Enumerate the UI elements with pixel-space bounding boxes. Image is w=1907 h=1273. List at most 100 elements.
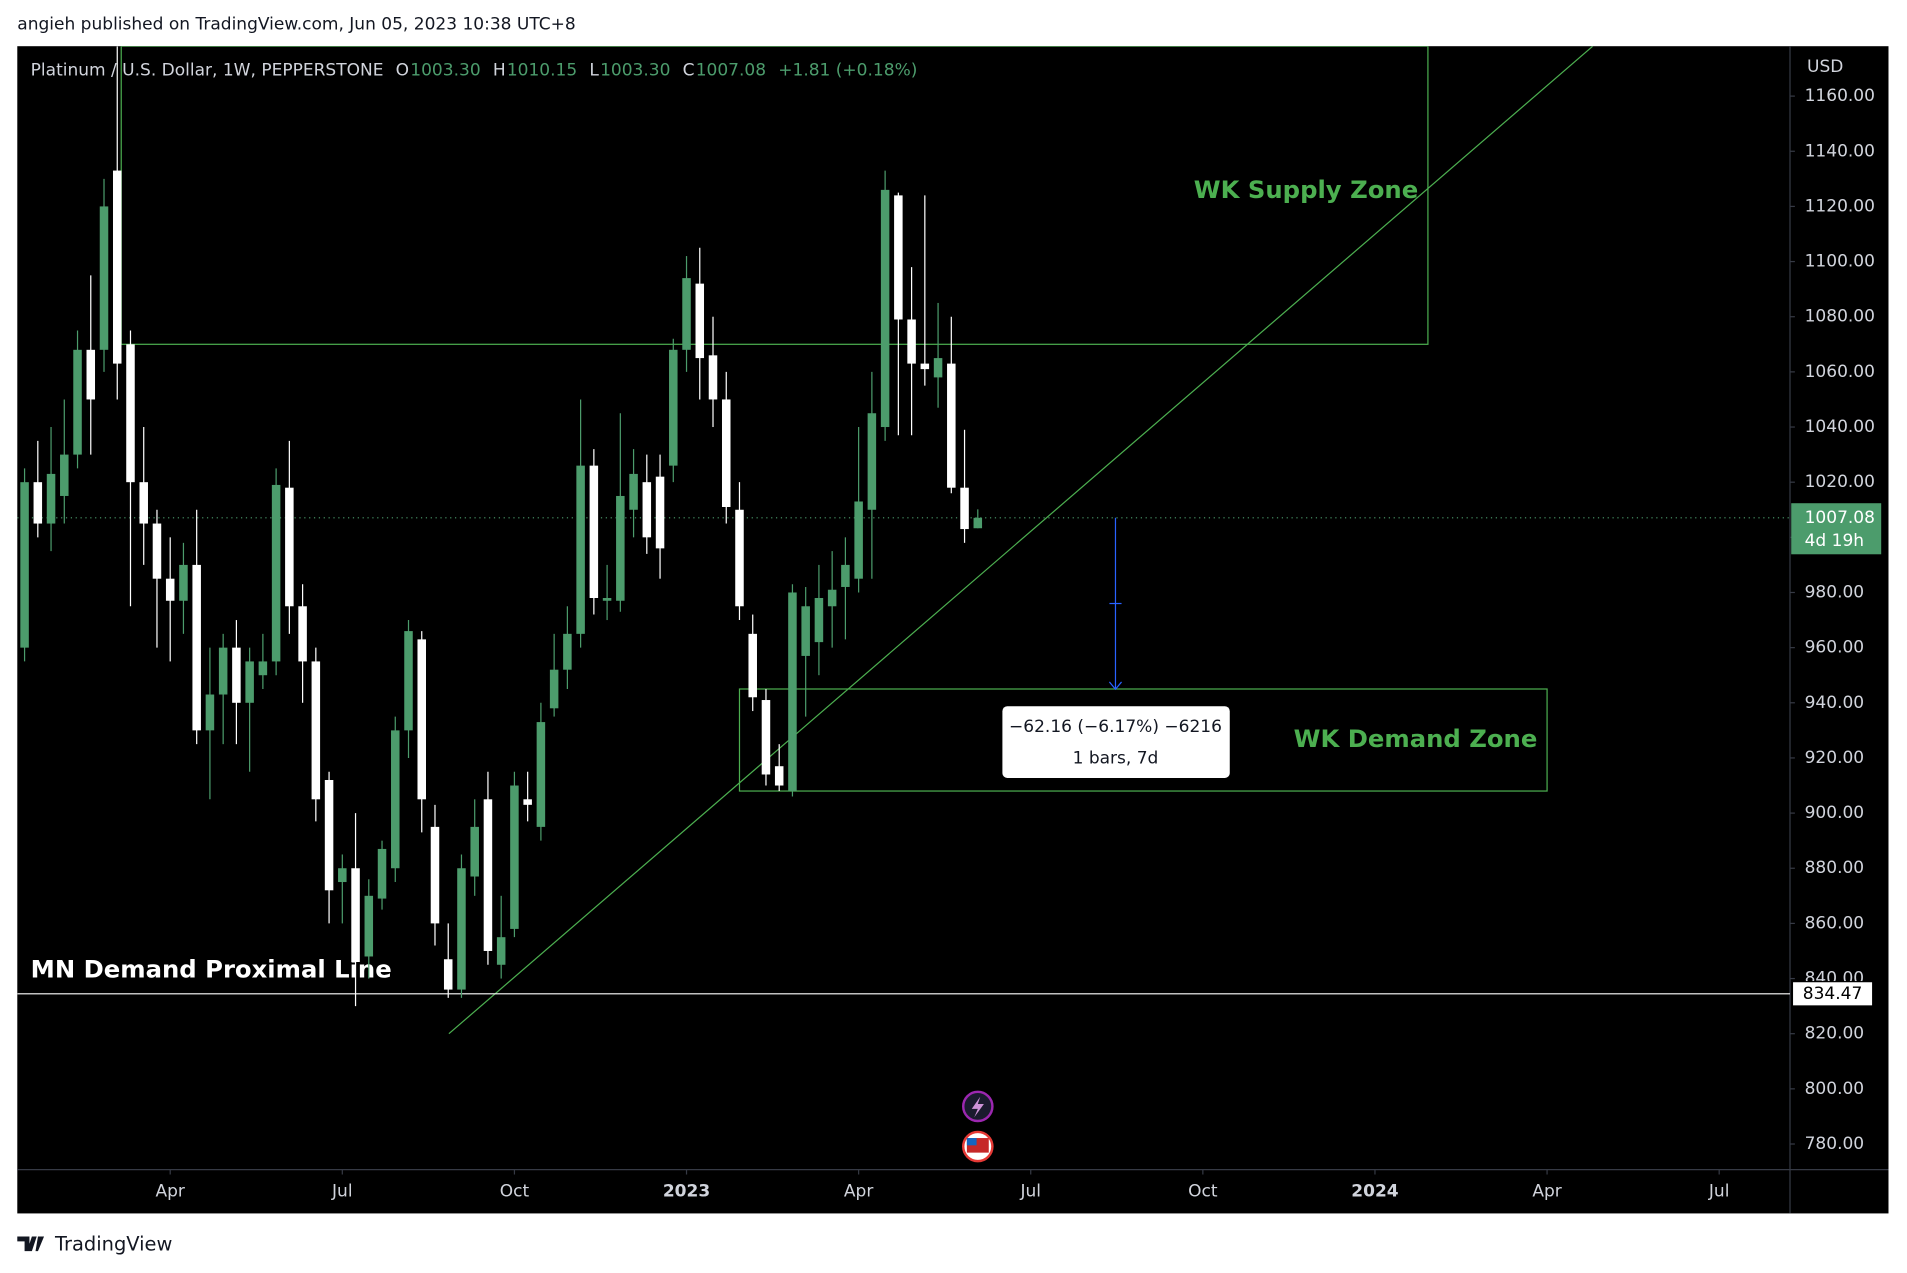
y-tick-label: 800.00 [1805, 1079, 1865, 1099]
candle-body [827, 589, 837, 607]
caption: angieh published on TradingView.com, Jun… [17, 14, 575, 34]
candle-body [867, 413, 877, 510]
candle-body [695, 283, 705, 359]
candle-body [99, 206, 109, 350]
event-icons [962, 1090, 994, 1163]
change: +1.81 (+0.18%) [778, 61, 917, 81]
candle-body [854, 501, 863, 579]
mn-price-tag [1791, 981, 1874, 1007]
ohlc-value: 1003.30 [410, 61, 480, 81]
candle-body [404, 631, 413, 731]
last-price-tag [1791, 503, 1882, 555]
y-tick-label: 780.00 [1805, 1134, 1865, 1154]
y-tick-label: 1140.00 [1805, 141, 1875, 161]
candle-body [880, 189, 890, 428]
candle-body [523, 799, 532, 805]
candle-body [218, 647, 228, 695]
candle-body [788, 592, 797, 792]
y-tick-label: 1100.00 [1805, 252, 1875, 272]
candle-body [258, 661, 268, 676]
candle-body [391, 730, 400, 869]
candle-body [774, 766, 784, 786]
candle-body [841, 564, 850, 587]
candle-body [351, 868, 360, 963]
candle-body [907, 319, 916, 364]
plot-clip: WK Supply Zone WK Demand Zone MN Demand Pr… [17, 46, 1791, 1035]
candle-body [245, 661, 254, 703]
candle-body [602, 598, 612, 601]
candle-body [192, 564, 201, 731]
currency-label: USD [1807, 57, 1843, 77]
flag-canton [966, 1138, 977, 1146]
y-tick-label: 1060.00 [1805, 362, 1875, 382]
candle-body [629, 473, 638, 510]
candle-body [86, 349, 96, 400]
y-tick-label: 1160.00 [1805, 86, 1875, 106]
y-tick-label: 980.00 [1805, 582, 1865, 602]
x-tick-label: Oct [500, 1182, 530, 1202]
chart-background [17, 46, 1889, 1214]
candle-body [655, 476, 665, 549]
y-tick-label: 1120.00 [1805, 196, 1875, 216]
ohlc-value: 1003.30 [600, 61, 670, 81]
measure-arrow [1108, 681, 1123, 691]
candle-body [33, 482, 43, 524]
candle-body [801, 606, 810, 656]
x-tick-label: Apr [844, 1182, 873, 1202]
y-tick-label: 1080.00 [1805, 307, 1875, 327]
candle-body [721, 399, 731, 507]
y-tick-label: 920.00 [1805, 748, 1865, 768]
candle-body [205, 694, 215, 731]
logo-mark [17, 1236, 45, 1252]
candle-body [549, 669, 559, 709]
x-tick-label: Jul [331, 1182, 353, 1202]
x-tick-label: Oct [1188, 1182, 1218, 1202]
candle-body [894, 195, 903, 320]
candle-body [669, 349, 678, 466]
candle-body [324, 780, 334, 891]
candle-body [417, 639, 427, 800]
candle-body [973, 517, 983, 529]
candle-body [377, 848, 387, 899]
candle-body [576, 465, 585, 634]
candle-body [20, 482, 29, 648]
candle-body [271, 484, 281, 662]
candle-body [536, 722, 546, 827]
candle-body [112, 170, 122, 364]
candle-body [298, 606, 307, 662]
candle-body [232, 647, 241, 703]
candle-body [735, 509, 744, 607]
footer-brand: TradingView [54, 1233, 173, 1256]
y-tick-label: 940.00 [1805, 693, 1865, 713]
y-tick-label: 880.00 [1805, 858, 1865, 878]
candle-body [179, 564, 188, 601]
symbol: Platinum / U.S. Dollar, 1W, PEPPERSTONE [31, 61, 384, 81]
x-tick-label: Jul [1708, 1182, 1730, 1202]
demand-zone-label: WK Demand Zone [1294, 724, 1538, 753]
x-tick-label: Apr [1532, 1182, 1561, 1202]
candle-body [814, 598, 824, 643]
candle-body [748, 633, 757, 698]
candle-body [139, 482, 148, 524]
candle-body [933, 358, 943, 378]
x-tick-label: Apr [155, 1182, 184, 1202]
candle-body [73, 349, 82, 455]
y-tick-label: 960.00 [1805, 638, 1865, 658]
measure-label: −62.16 (−6.17%) −6216 [1009, 717, 1222, 737]
x-tick-label: 2024 [1351, 1182, 1399, 1202]
candle-body [457, 868, 466, 990]
y-tick-label: 1020.00 [1805, 472, 1875, 492]
trendline [448, 46, 1594, 1035]
candle-body [510, 785, 519, 929]
plot: WK Supply Zone WK Demand Zone MN Demand Pr… [17, 46, 1791, 1035]
y-tick-label: 900.00 [1805, 803, 1865, 823]
candle-body [46, 473, 56, 524]
candle-body [920, 363, 930, 370]
candle-body [152, 523, 162, 579]
footer-logo [17, 1236, 45, 1252]
y-tick-label: 860.00 [1805, 913, 1865, 933]
candle-body [761, 700, 771, 775]
candle-body [960, 487, 969, 530]
candle-body [430, 826, 440, 924]
